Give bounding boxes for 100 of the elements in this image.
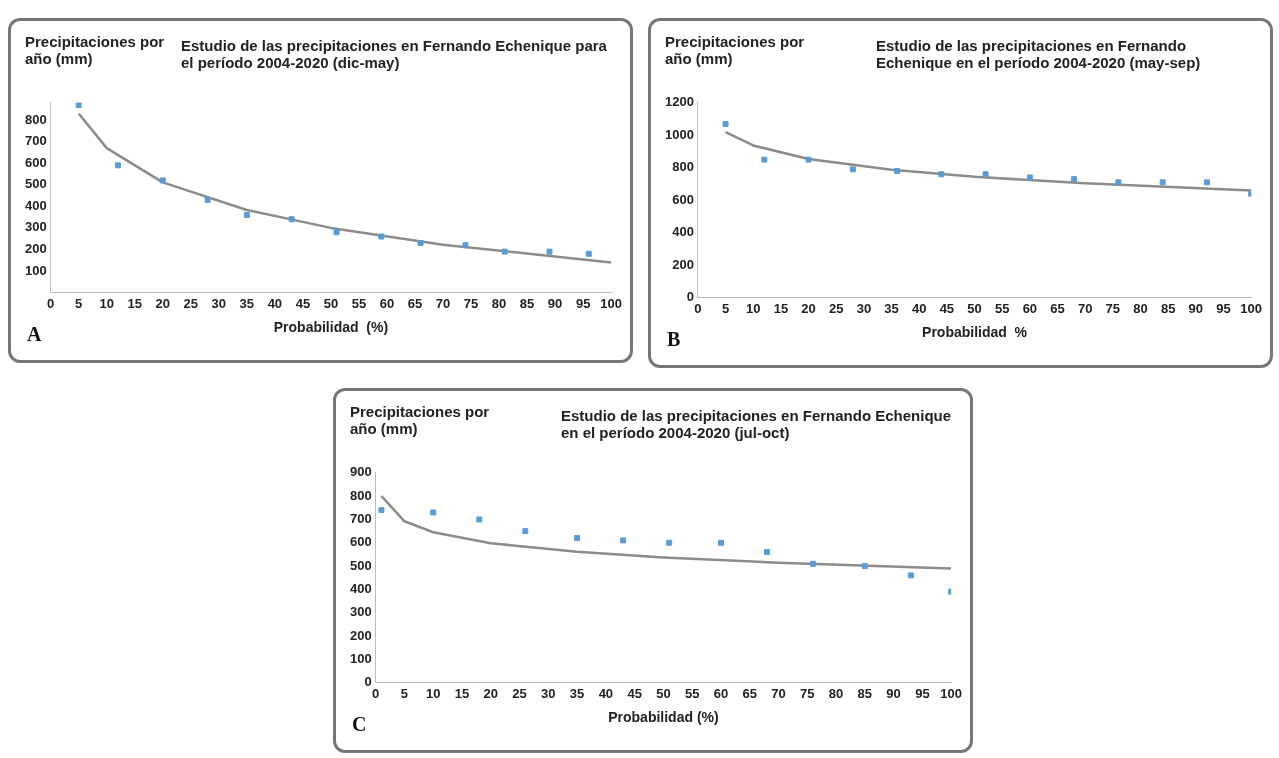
text: B [667,328,681,351]
x-tick-label: 85 [857,685,873,701]
y-axis-title: Precipitaciones por año (mm) [25,33,165,67]
y-tick-label: 1200 [665,94,694,110]
point [722,120,729,127]
x-tick-label: 55 [684,685,700,701]
x-tick-label: 90 [886,685,901,701]
point [1026,174,1033,181]
y-tick-label: 400 [672,224,694,240]
x-tick-label: 80 [1133,300,1148,316]
x-tick-label: 65 [742,685,757,701]
y-tick-label: 700 [24,133,47,149]
point [982,171,989,178]
x-tick-label: 25 [828,300,844,316]
y-tick-label: 100 [24,262,47,278]
x-tick-label: 5 [721,300,730,316]
x-tick-label: 75 [463,295,479,311]
x-tick-label: 90 [547,295,563,311]
text: A [27,323,42,346]
point [75,102,82,108]
point [849,166,856,173]
y-tick-label: 100 [349,650,372,666]
point [620,537,627,544]
x-axis-title: Probabilidad (%) [608,709,719,726]
y-tick-label: 700 [349,511,372,526]
y-tick-label: 1000 [665,126,694,142]
point [938,171,945,178]
x-tick-label: 30 [211,295,227,311]
x-tick-label: 85 [519,295,535,311]
y-tick-label: 600 [349,534,372,550]
point [417,240,424,246]
x-tick-label: 35 [239,295,255,311]
point [907,572,914,579]
x-tick-label: 15 [127,295,142,311]
x-tick-label: 15 [773,300,789,316]
x-tick-label: 85 [1160,300,1176,316]
point [462,242,469,249]
x-tick-label: 90 [1188,300,1204,316]
y-tick-label: 300 [24,219,47,235]
y-tick-label: 500 [349,557,372,573]
x-tick-label: 20 [801,300,816,316]
y-tick-label: 800 [349,487,372,503]
x-tick-label: 10 [99,295,114,311]
point [159,177,166,184]
x-tick-label: 50 [323,295,339,311]
x-tick-label: 100 [600,295,623,311]
chart-title: Estudio de las precipitaciones en Fernando Echenique en el período 2004-2020 (may-sep) [876,37,1202,71]
chart-title: Estudio de las precipitaciones en Fernando Echenique en el período 2004-2020 (jul-oct) [561,407,953,441]
point [1159,179,1166,186]
x-tick-label: 65 [1050,300,1065,316]
y-tick-label: 600 [24,154,47,170]
x-tick-label: 80 [828,685,844,701]
x-tick-label: 60 [1022,300,1038,316]
point [764,549,770,556]
x-tick-label: 30 [541,685,556,701]
point [546,248,553,255]
point [717,539,724,546]
x-tick-label: 45 [295,295,311,311]
x-tick-label: 80 [491,295,507,311]
x-tick-label: 95 [915,685,930,701]
point [574,535,581,542]
point [761,156,768,163]
point [522,528,529,535]
point [894,168,901,174]
y-axis-title: Precipitaciones por año (mm) [350,403,490,437]
x-tick-label: 70 [435,295,451,311]
x-tick-label: 75 [1105,300,1121,316]
point [810,560,817,567]
x-tick-label: 50 [967,300,982,316]
x-tick-label: 55 [351,295,367,311]
y-tick-label: 400 [24,197,47,213]
point [333,229,340,236]
point [585,250,592,257]
x-tick-label: 45 [939,300,955,316]
x-tick-label: 95 [575,295,591,311]
x-tick-label: 25 [512,685,527,701]
text: C [352,713,367,736]
x-tick-label: 40 [267,295,283,311]
point [430,509,437,516]
point [378,233,385,240]
x-tick-label: 40 [598,685,614,701]
y-tick-label: 600 [672,191,694,207]
x-tick-label: 5 [75,295,83,311]
x-tick-label: 15 [454,685,470,701]
point [861,563,868,570]
point [666,539,673,546]
y-tick-label: 500 [24,176,47,192]
point [1071,176,1078,183]
x-tick-label: 65 [407,295,423,311]
x-tick-label: 10 [746,300,761,316]
x-tick-label: 70 [1077,300,1093,316]
x-tick-label: 70 [771,685,786,701]
y-axis-title: Precipitaciones por año (mm) [665,33,805,67]
x-tick-label: 10 [426,685,441,701]
chart-title: Estudio de las precipitaciones en Fernando Echenique para el período 2004-2020 (dic-may) [181,37,608,71]
x-tick-label: 50 [656,685,671,701]
x-tick-label: 100 [1240,300,1263,316]
x-tick-label: 35 [569,685,585,701]
x-tick-label: 55 [994,300,1010,316]
point [204,196,211,203]
